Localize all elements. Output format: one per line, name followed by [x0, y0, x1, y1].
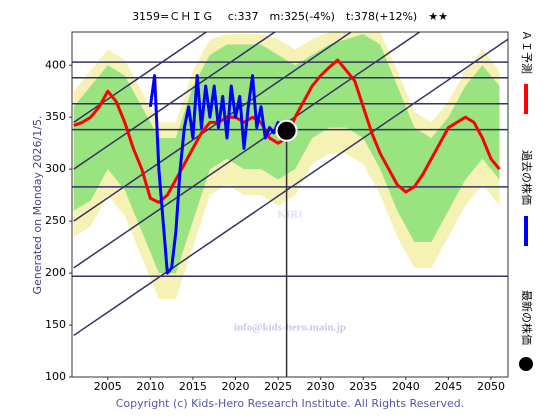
legend-label: ＡＩ予測	[520, 30, 534, 74]
copyright: Copyright (c) Kids-Hero Research Institu…	[116, 397, 465, 410]
x-tick-label: 2010	[136, 380, 164, 393]
y-tick-label: 400	[45, 58, 66, 71]
plot-area: KIRI info@kids-hero.main.jp	[72, 32, 508, 377]
x-tick-label: 2020	[222, 380, 250, 393]
legend-label: 最新の株価	[520, 290, 534, 345]
trend-line	[73, 32, 277, 170]
x-tick-label: 2025	[264, 380, 292, 393]
legend-label: 過去の株価	[520, 150, 534, 205]
latest-point	[275, 119, 298, 142]
trend-line	[73, 38, 508, 337]
side-label: Generated on Monday 2026/1/5.	[31, 116, 44, 295]
series-line	[148, 74, 284, 275]
x-tick-label: 2040	[392, 380, 420, 393]
x-tick-label: 2050	[477, 380, 505, 393]
x-tick-label: 2015	[179, 380, 207, 393]
legend-marker	[519, 357, 533, 371]
chart-title: 3159=ＣＨＩＧ c:337 m:325(-4%) t:378(+12%) ★…	[132, 10, 448, 23]
y-tick-label: 150	[45, 318, 66, 331]
y-tick-label: 100	[45, 370, 66, 383]
watermark: info@kids-hero.main.jp	[234, 322, 346, 334]
y-tick-label: 300	[45, 162, 66, 175]
plot-frame	[71, 31, 509, 378]
trend-line	[73, 32, 421, 269]
trend-line	[73, 32, 208, 124]
watermark: KIRI	[277, 209, 302, 221]
x-tick-label: 2045	[434, 380, 462, 393]
y-tick-label: 250	[45, 214, 66, 227]
x-tick-label: 2030	[307, 380, 335, 393]
x-tick-label: 2005	[94, 380, 122, 393]
y-tick-label: 350	[45, 110, 66, 123]
trend-line	[73, 32, 353, 222]
x-tick-label: 2035	[349, 380, 377, 393]
y-tick-label: 200	[45, 266, 66, 279]
